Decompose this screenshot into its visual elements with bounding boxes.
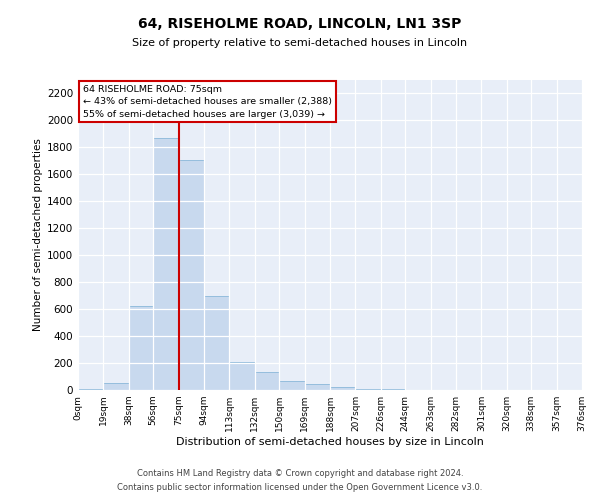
Bar	[129, 306, 153, 390]
Text: Size of property relative to semi-detached houses in Lincoln: Size of property relative to semi-detach…	[133, 38, 467, 48]
Bar	[103, 384, 129, 390]
Bar	[305, 384, 330, 390]
Bar	[204, 296, 229, 390]
Bar	[179, 160, 204, 390]
Bar	[229, 362, 255, 390]
Bar	[355, 388, 381, 390]
Bar	[330, 386, 355, 390]
Text: 64 RISEHOLME ROAD: 75sqm
← 43% of semi-detached houses are smaller (2,388)
55% o: 64 RISEHOLME ROAD: 75sqm ← 43% of semi-d…	[83, 84, 332, 118]
Text: 64, RISEHOLME ROAD, LINCOLN, LN1 3SP: 64, RISEHOLME ROAD, LINCOLN, LN1 3SP	[139, 18, 461, 32]
Text: Contains public sector information licensed under the Open Government Licence v3: Contains public sector information licen…	[118, 484, 482, 492]
Bar	[255, 372, 279, 390]
Y-axis label: Number of semi-detached properties: Number of semi-detached properties	[33, 138, 43, 332]
X-axis label: Distribution of semi-detached houses by size in Lincoln: Distribution of semi-detached houses by …	[176, 437, 484, 447]
Bar	[279, 380, 305, 390]
Bar	[153, 138, 179, 390]
Text: Contains HM Land Registry data © Crown copyright and database right 2024.: Contains HM Land Registry data © Crown c…	[137, 468, 463, 477]
